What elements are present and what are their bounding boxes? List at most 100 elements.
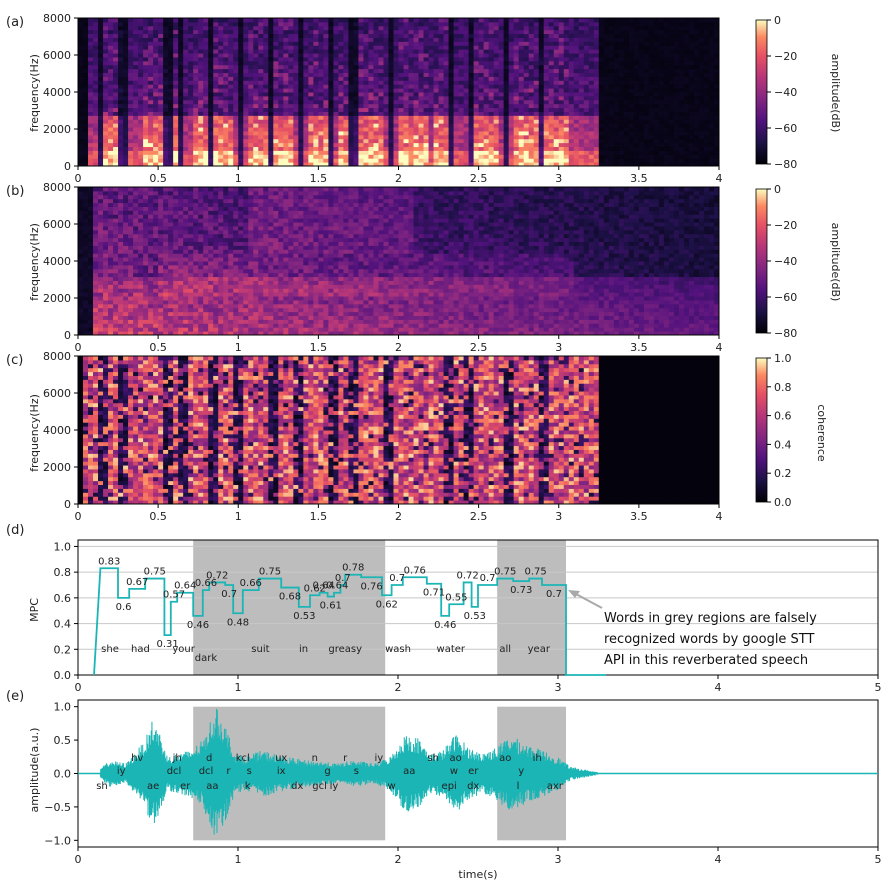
- heat-cell: [373, 127, 379, 132]
- heat-cell: [473, 146, 480, 151]
- heat-cell: [528, 80, 535, 85]
- heat-cell: [458, 115, 465, 120]
- heat-cell: [113, 150, 119, 155]
- heat-cell: [683, 41, 690, 46]
- heat-cell: [148, 45, 154, 50]
- heat-cell: [648, 64, 655, 70]
- heat-cell: [558, 142, 565, 148]
- heat-cell: [258, 18, 264, 23]
- heat-cell: [653, 37, 660, 42]
- heat-cell: [673, 115, 680, 120]
- heat-cell: [528, 107, 535, 112]
- heat-cell: [343, 162, 349, 167]
- heat-cell: [613, 138, 620, 144]
- heat-cell: [548, 29, 555, 35]
- heat-cell: [193, 154, 199, 159]
- heat-cell: [713, 92, 720, 97]
- heat-cell: [688, 146, 695, 151]
- heat-cell: [403, 111, 410, 116]
- heat-cell: [243, 37, 249, 42]
- heat-cell: [313, 111, 319, 116]
- heat-cell: [693, 72, 700, 77]
- heat-cell: [363, 18, 369, 23]
- heat-cell: [663, 68, 670, 74]
- heat-cell: [468, 123, 475, 128]
- heat-cell: [173, 162, 179, 167]
- heat-cell: [513, 37, 520, 42]
- heat-cell: [238, 33, 244, 38]
- heat-cell: [243, 130, 249, 136]
- heat-cell: [338, 53, 344, 58]
- heat-cell: [358, 88, 364, 93]
- heat-cell: [268, 99, 274, 105]
- heat-cell: [393, 45, 399, 50]
- heat-cell: [698, 25, 705, 31]
- heat-cell: [368, 115, 374, 120]
- heat-cell: [98, 33, 104, 38]
- heat-cell: [638, 107, 645, 112]
- heat-cell: [183, 127, 189, 132]
- heat-cell: [128, 154, 134, 159]
- heat-cell: [183, 64, 189, 70]
- heat-cell: [313, 49, 319, 54]
- heat-cell: [603, 56, 610, 62]
- heat-cell: [418, 130, 425, 136]
- heat-cell: [543, 134, 550, 140]
- heat-cell: [598, 49, 605, 54]
- heat-cell: [653, 162, 660, 167]
- heat-cell: [563, 99, 570, 105]
- heat-cell: [608, 80, 615, 85]
- heat-cell: [78, 123, 84, 128]
- heat-cell: [138, 60, 144, 66]
- heat-cell: [528, 37, 535, 42]
- heat-cell: [458, 95, 465, 101]
- heat-cell: [118, 130, 124, 136]
- heat-cell: [78, 158, 84, 163]
- heat-cell: [293, 56, 299, 62]
- heat-cell: [78, 53, 84, 58]
- heat-cell: [558, 95, 565, 101]
- heat-cell: [398, 130, 405, 136]
- heat-cell: [488, 158, 495, 163]
- heat-cell: [313, 142, 319, 148]
- heat-cell: [308, 130, 314, 136]
- heat-cell: [468, 25, 475, 31]
- heat-cell: [213, 29, 219, 35]
- heat-cell: [338, 60, 344, 66]
- heat-cell: [553, 158, 560, 163]
- heat-cell: [518, 21, 525, 27]
- heat-cell: [428, 138, 435, 144]
- heat-cell: [273, 18, 279, 23]
- heat-cell: [528, 68, 535, 74]
- heat-cell: [323, 84, 329, 89]
- heat-cell: [423, 103, 430, 109]
- heat-cell: [238, 68, 244, 74]
- heat-cell: [608, 146, 615, 151]
- heat-cell: [203, 107, 209, 112]
- heat-cell: [588, 111, 595, 116]
- heat-cell: [448, 158, 455, 163]
- heat-cell: [288, 127, 294, 132]
- heat-cell: [293, 60, 299, 66]
- heat-cell: [348, 127, 354, 132]
- heat-cell: [158, 92, 164, 97]
- heat-cell: [233, 25, 239, 31]
- heat-cell: [318, 142, 324, 148]
- heat-cell: [408, 37, 415, 42]
- heat-cell: [483, 150, 490, 155]
- heat-cell: [418, 146, 425, 151]
- heat-cell: [198, 80, 204, 85]
- heat-cell: [278, 115, 284, 120]
- heat-cell: [658, 134, 665, 140]
- heat-cell: [433, 103, 440, 109]
- heat-cell: [238, 130, 244, 136]
- heat-cell: [253, 33, 259, 38]
- heat-cell: [333, 154, 339, 159]
- heat-cell: [483, 127, 490, 132]
- heat-cell: [463, 64, 470, 70]
- heat-cell: [548, 60, 555, 66]
- heat-cell: [308, 134, 314, 140]
- heat-cell: [148, 103, 154, 109]
- heat-cell: [218, 49, 224, 54]
- heat-cell: [218, 64, 224, 70]
